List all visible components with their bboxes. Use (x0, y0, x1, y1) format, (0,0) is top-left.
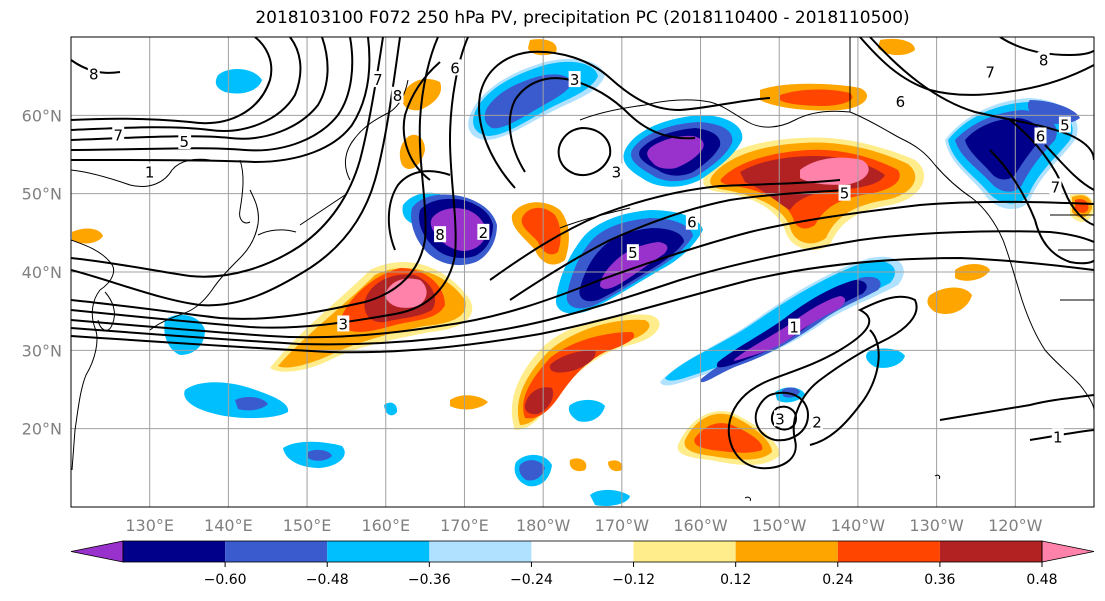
contour-label-bg (1049, 178, 1062, 195)
contour-labels: 88751876338256567856731321 (87, 51, 1071, 446)
latitude-label: 20°N (22, 420, 62, 439)
colorbar-tick-label: −0.24 (510, 572, 553, 588)
contour-label-bg (178, 132, 191, 149)
colorbar-extend-max (1041, 540, 1095, 563)
contour-label: 8 (1039, 52, 1049, 70)
contour-label: 7 (113, 127, 123, 145)
colorbar-segment (939, 541, 1042, 562)
colorbar-tick-label: 0.48 (1026, 572, 1057, 588)
map-border (70, 36, 1095, 508)
latitude-label: 60°N (22, 106, 62, 125)
longitude-label: 130°W (909, 516, 964, 535)
contour-label-bg (1037, 51, 1050, 68)
colorbar-frame (122, 540, 1043, 563)
colorbar-segment (837, 541, 940, 562)
contour-label-bg (449, 59, 462, 76)
colorbar-segment (735, 541, 838, 562)
longitude-label: 120°W (988, 516, 1043, 535)
contour-label: 5 (1060, 117, 1070, 135)
longitude-label: 170°E (440, 516, 489, 535)
contour-label-bg (434, 226, 447, 243)
colorbar-tick-label: −0.60 (204, 572, 247, 588)
contour-label: 7 (985, 63, 995, 81)
contour-label-bg (87, 65, 100, 82)
longitude-label: 160°W (673, 516, 728, 535)
colorbar-segment (429, 541, 532, 562)
map-title: 2018103100 F072 250 hPa PV, precipitatio… (255, 8, 910, 28)
contour-label-bg (1051, 428, 1064, 445)
colorbar-tick-label: 0.24 (822, 572, 853, 588)
longitude-label: 160°E (361, 516, 410, 535)
contour-label-bg (788, 318, 801, 335)
longitude-label: 180°W (516, 516, 571, 535)
contour-label-bg (371, 71, 384, 88)
contour-label-bg (774, 410, 787, 427)
contour-label: 2 (479, 224, 489, 242)
colorbar: −0.60 −0.48 −0.36 −0.24 −0.12 0.12 0.24 0.36 0.4… (70, 540, 1095, 588)
colorbar-tick-label: −0.36 (408, 572, 451, 588)
contour-label: 7 (373, 71, 383, 89)
contour-label: 3 (612, 164, 622, 182)
contour-label-bg (984, 63, 997, 80)
colorbar-segment (123, 541, 226, 562)
contour-label: 1 (1053, 428, 1063, 446)
colorbar-segment (225, 541, 328, 562)
contour-label: 6 (896, 93, 906, 111)
longitude-label: 130°E (125, 516, 174, 535)
contour-label-bg (143, 163, 156, 180)
latitude-label: 50°N (22, 185, 62, 204)
contour-label: 6 (687, 214, 697, 232)
contour-label: 6 (450, 59, 460, 77)
latitude-label: 40°N (22, 263, 62, 282)
colorbar-tick-label: 0.36 (924, 572, 955, 588)
contour-label-bg (1034, 127, 1047, 144)
contour-label-bg (610, 163, 623, 180)
contour-label-bg (568, 71, 581, 88)
contour-label: 6 (1036, 127, 1046, 145)
contour-label: 5 (840, 185, 850, 203)
longitude-labels: 130°E 140°E 150°E 160°E 170°E 180°W 170°W 160°W… (125, 516, 1042, 535)
contour-label: 3 (570, 71, 580, 89)
colorbar-tick-label: −0.48 (306, 572, 349, 588)
contour-label: 8 (89, 66, 99, 84)
contour-label-bg (685, 213, 698, 230)
longitude-label: 140°E (204, 516, 253, 535)
longitude-label: 150°W (752, 516, 807, 535)
longitude-label: 170°W (595, 516, 650, 535)
latitude-label: 30°N (22, 341, 62, 360)
colorbar-segment (327, 541, 430, 562)
contour-label-bg (477, 223, 490, 240)
latitude-labels: 60°N 50°N 40°N 30°N 20°N (22, 106, 62, 438)
contour-label: 3 (339, 315, 349, 333)
contour-label: 8 (393, 87, 403, 105)
longitude-label: 140°W (831, 516, 886, 535)
contour-label-bg (626, 244, 639, 261)
contour-label-bg (337, 315, 350, 332)
colorbar-segment (633, 541, 736, 562)
contour-label: 3 (775, 410, 785, 428)
contour-label: 2 (812, 413, 822, 431)
contour-label-bg (838, 184, 851, 201)
colorbar-segment (531, 541, 634, 562)
contour-label-bg (811, 413, 824, 430)
longitude-label: 150°E (283, 516, 332, 535)
contour-label: 7 (1051, 178, 1061, 196)
contour-label: 5 (180, 133, 190, 151)
contour-label: 1 (789, 319, 799, 337)
contour-label-bg (112, 126, 125, 143)
contour-label-bg (894, 93, 907, 110)
contour-label-bg (391, 86, 404, 103)
colorbar-tick-label: 0.12 (720, 572, 751, 588)
contour-label: 1 (145, 164, 155, 182)
contour-label: 8 (435, 226, 445, 244)
colorbar-tick-label: −0.12 (612, 572, 655, 588)
pv-contours (71, 37, 1094, 470)
contour-label-bg (1058, 116, 1071, 133)
contour-label: 5 (628, 244, 638, 262)
colorbar-extend-min (70, 540, 124, 563)
